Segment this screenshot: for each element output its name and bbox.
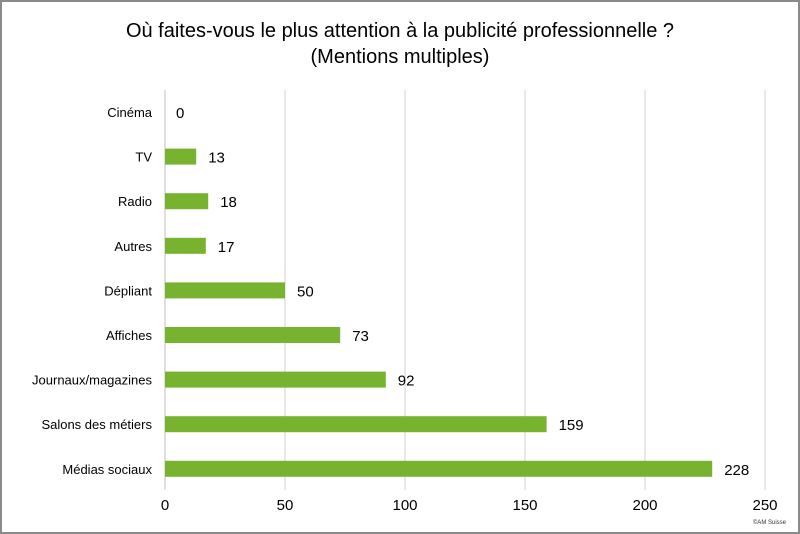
data-label: 18 — [220, 194, 237, 211]
bar — [165, 371, 386, 388]
bar — [165, 148, 197, 165]
bar — [165, 460, 713, 477]
data-label: 92 — [398, 373, 415, 390]
x-tick-label: 100 — [392, 497, 417, 514]
data-label: 73 — [352, 328, 369, 345]
x-tick-label: 150 — [512, 497, 537, 514]
y-category-label: Journaux/magazines — [32, 373, 152, 388]
data-label: 50 — [297, 283, 314, 300]
x-tick-label: 200 — [632, 497, 657, 514]
chart-title-block: Où faites-vous le plus attention à la pu… — [0, 18, 800, 70]
y-category-label: Radio — [118, 194, 152, 209]
data-label: 0 — [176, 105, 184, 122]
chart-subtitle: (Mentions multiples) — [310, 46, 490, 68]
bar — [165, 282, 285, 299]
y-category-label: Salons des métiers — [41, 417, 152, 432]
bar — [165, 193, 209, 210]
y-category-label: Dépliant — [104, 283, 152, 298]
bar — [165, 237, 206, 254]
data-label: 17 — [218, 239, 235, 256]
data-label: 228 — [724, 462, 749, 479]
bar — [165, 327, 341, 343]
x-tick-label: 0 — [161, 497, 169, 514]
data-label: 13 — [208, 150, 225, 167]
x-tick-label: 250 — [752, 497, 777, 514]
y-category-label: TV — [135, 150, 152, 165]
data-label: 159 — [559, 417, 584, 434]
y-category-label: Cinéma — [107, 105, 153, 120]
y-category-label: Médias sociaux — [62, 462, 152, 477]
y-category-label: Affiches — [106, 328, 153, 343]
bar — [165, 416, 547, 433]
chart-title: Où faites-vous le plus attention à la pu… — [125, 20, 675, 42]
y-category-label: Autres — [114, 239, 152, 254]
copyright-credit: ©AM Suisse — [752, 520, 786, 526]
x-tick-label: 50 — [277, 497, 294, 514]
